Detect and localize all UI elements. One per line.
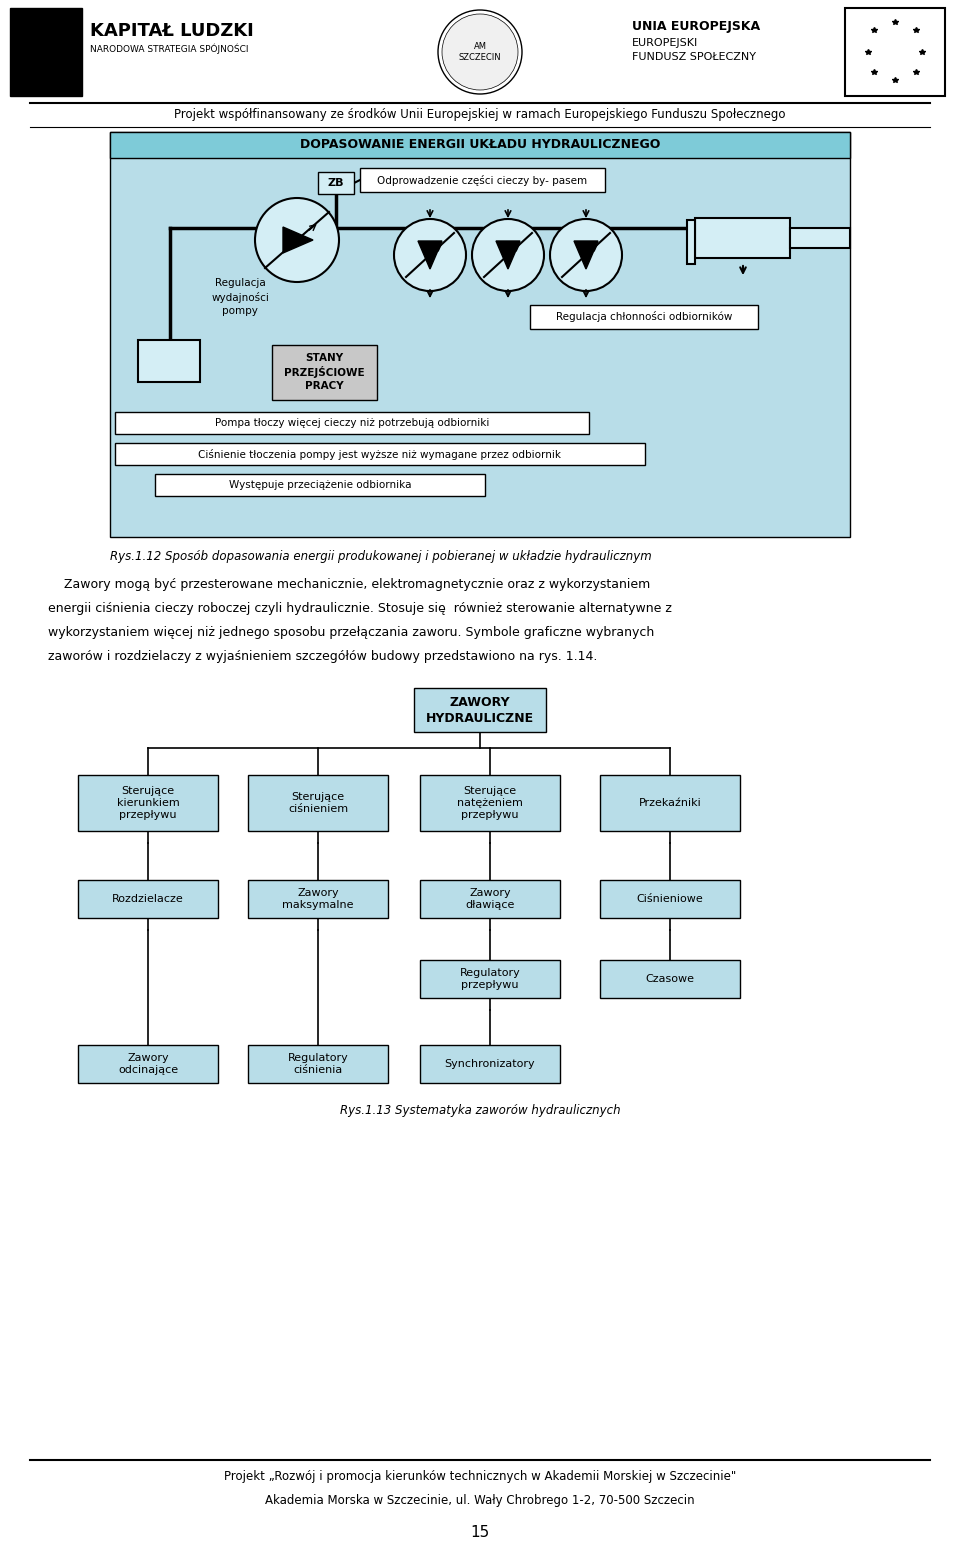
FancyBboxPatch shape bbox=[78, 775, 218, 832]
FancyBboxPatch shape bbox=[115, 413, 589, 435]
Text: wykorzystaniem więcej niż jednego sposobu przełączania zaworu. Symbole graficzne: wykorzystaniem więcej niż jednego sposob… bbox=[48, 627, 655, 639]
Text: Zawory
dławiące: Zawory dławiące bbox=[466, 888, 515, 910]
Text: Przekaźniki: Przekaźniki bbox=[638, 799, 702, 808]
Text: Występuje przeciążenie odbiornika: Występuje przeciążenie odbiornika bbox=[228, 480, 411, 489]
Circle shape bbox=[472, 219, 544, 291]
FancyBboxPatch shape bbox=[600, 880, 740, 917]
Text: Odprowadzenie części cieczy by- pasem: Odprowadzenie części cieczy by- pasem bbox=[377, 175, 588, 186]
Text: Rys.1.12 Sposób dopasowania energii produkowanej i pobieranej w układzie hydraul: Rys.1.12 Sposób dopasowania energii prod… bbox=[110, 550, 652, 563]
Text: Rys.1.13 Systematyka zaworów hydraulicznych: Rys.1.13 Systematyka zaworów hydrauliczn… bbox=[340, 1103, 620, 1118]
FancyBboxPatch shape bbox=[414, 688, 546, 731]
FancyBboxPatch shape bbox=[600, 775, 740, 832]
Text: FUNDUSZ SPOŁECZNY: FUNDUSZ SPOŁECZNY bbox=[632, 52, 756, 63]
Text: Regulacja chłonności odbiorników: Regulacja chłonności odbiorników bbox=[556, 311, 732, 322]
Polygon shape bbox=[418, 241, 442, 269]
FancyBboxPatch shape bbox=[248, 1046, 388, 1083]
FancyBboxPatch shape bbox=[110, 131, 850, 158]
FancyBboxPatch shape bbox=[420, 880, 560, 917]
Text: Rozdzielacze: Rozdzielacze bbox=[112, 894, 184, 903]
Text: energii ciśnienia cieczy roboczej czyli hydraulicznie. Stosuje się  również ster: energii ciśnienia cieczy roboczej czyli … bbox=[48, 602, 672, 614]
Text: ZAWORY
HYDRAULICZNE: ZAWORY HYDRAULICZNE bbox=[426, 696, 534, 725]
FancyBboxPatch shape bbox=[138, 341, 200, 381]
FancyBboxPatch shape bbox=[78, 880, 218, 917]
Text: DOPASOWANIE ENERGII UKŁADU HYDRAULICZNEGO: DOPASOWANIE ENERGII UKŁADU HYDRAULICZNEG… bbox=[300, 139, 660, 152]
Text: Pompa tłoczy więcej cieczy niż potrzebują odbiorniki: Pompa tłoczy więcej cieczy niż potrzebuj… bbox=[215, 417, 490, 428]
Text: KAPITAŁ LUDZKI: KAPITAŁ LUDZKI bbox=[90, 22, 253, 41]
Circle shape bbox=[550, 219, 622, 291]
Circle shape bbox=[255, 199, 339, 281]
Text: EUROPEJSKI: EUROPEJSKI bbox=[632, 38, 698, 48]
Text: Sterujące
ciśnieniem: Sterujące ciśnieniem bbox=[288, 792, 348, 814]
FancyBboxPatch shape bbox=[845, 8, 945, 95]
Text: ZB: ZB bbox=[327, 178, 345, 188]
Text: Regulatory
ciśnienia: Regulatory ciśnienia bbox=[288, 1053, 348, 1075]
Text: Czasowe: Czasowe bbox=[645, 974, 694, 985]
Polygon shape bbox=[283, 227, 313, 253]
Text: Synchronizatory: Synchronizatory bbox=[444, 1060, 536, 1069]
FancyBboxPatch shape bbox=[420, 1046, 560, 1083]
FancyBboxPatch shape bbox=[420, 775, 560, 832]
Text: Sterujące
kierunkiem
przepływu: Sterujące kierunkiem przepływu bbox=[116, 786, 180, 821]
FancyBboxPatch shape bbox=[272, 345, 377, 400]
Polygon shape bbox=[496, 241, 520, 269]
Text: Akademia Morska w Szczecinie, ul. Wały Chrobrego 1-2, 70-500 Szczecin: Akademia Morska w Szczecinie, ul. Wały C… bbox=[265, 1494, 695, 1507]
FancyBboxPatch shape bbox=[248, 880, 388, 917]
Text: Zawory
maksymalne: Zawory maksymalne bbox=[282, 888, 353, 910]
FancyBboxPatch shape bbox=[248, 775, 388, 832]
Text: AM
SZCZECIN: AM SZCZECIN bbox=[459, 42, 501, 63]
FancyBboxPatch shape bbox=[687, 220, 695, 264]
Text: Projekt współfinansowany ze środków Unii Europejskiej w ramach Europejskiego Fun: Projekt współfinansowany ze środków Unii… bbox=[175, 108, 785, 120]
Text: Sterujące
natężeniem
przepływu: Sterujące natężeniem przepływu bbox=[457, 786, 523, 821]
Text: Projekt „Rozwój i promocja kierunków technicznych w Akademii Morskiej w Szczecin: Projekt „Rozwój i promocja kierunków tec… bbox=[224, 1469, 736, 1483]
Circle shape bbox=[394, 219, 466, 291]
Text: Zawory mogą być przesterowane mechanicznie, elektromagnetycznie oraz z wykorzyst: Zawory mogą być przesterowane mechaniczn… bbox=[48, 578, 650, 591]
Text: STANY
PRZEJŚCIOWE
PRACY: STANY PRZEJŚCIOWE PRACY bbox=[284, 353, 364, 391]
Text: Ciśnienie tłoczenia pompy jest wyższe niż wymagane przez odbiornik: Ciśnienie tłoczenia pompy jest wyższe ni… bbox=[199, 449, 562, 460]
FancyBboxPatch shape bbox=[110, 131, 850, 538]
FancyBboxPatch shape bbox=[360, 167, 605, 192]
Text: Ciśnieniowe: Ciśnieniowe bbox=[636, 894, 704, 903]
FancyBboxPatch shape bbox=[600, 960, 740, 999]
Text: Zawory
odcinające: Zawory odcinające bbox=[118, 1053, 178, 1075]
FancyBboxPatch shape bbox=[318, 172, 354, 194]
Text: UNIA EUROPEJSKA: UNIA EUROPEJSKA bbox=[632, 20, 760, 33]
Text: Regulatory
przepływu: Regulatory przepływu bbox=[460, 967, 520, 991]
Polygon shape bbox=[574, 241, 598, 269]
FancyBboxPatch shape bbox=[78, 1046, 218, 1083]
Text: Regulacja
wydajności
pompy: Regulacja wydajności pompy bbox=[211, 278, 269, 316]
FancyBboxPatch shape bbox=[115, 442, 645, 466]
FancyBboxPatch shape bbox=[695, 217, 790, 258]
Circle shape bbox=[438, 9, 522, 94]
FancyBboxPatch shape bbox=[155, 474, 485, 495]
Text: 15: 15 bbox=[470, 1525, 490, 1540]
FancyBboxPatch shape bbox=[10, 8, 82, 95]
FancyBboxPatch shape bbox=[530, 305, 758, 328]
FancyBboxPatch shape bbox=[790, 228, 850, 249]
FancyBboxPatch shape bbox=[420, 960, 560, 999]
Text: zaworów i rozdzielaczy z wyjaśnieniem szczegółów budowy przedstawiono na rys. 1.: zaworów i rozdzielaczy z wyjaśnieniem sz… bbox=[48, 650, 597, 663]
Text: NARODOWA STRATEGIA SPÓJNOŚCI: NARODOWA STRATEGIA SPÓJNOŚCI bbox=[90, 44, 249, 55]
Circle shape bbox=[442, 14, 518, 91]
